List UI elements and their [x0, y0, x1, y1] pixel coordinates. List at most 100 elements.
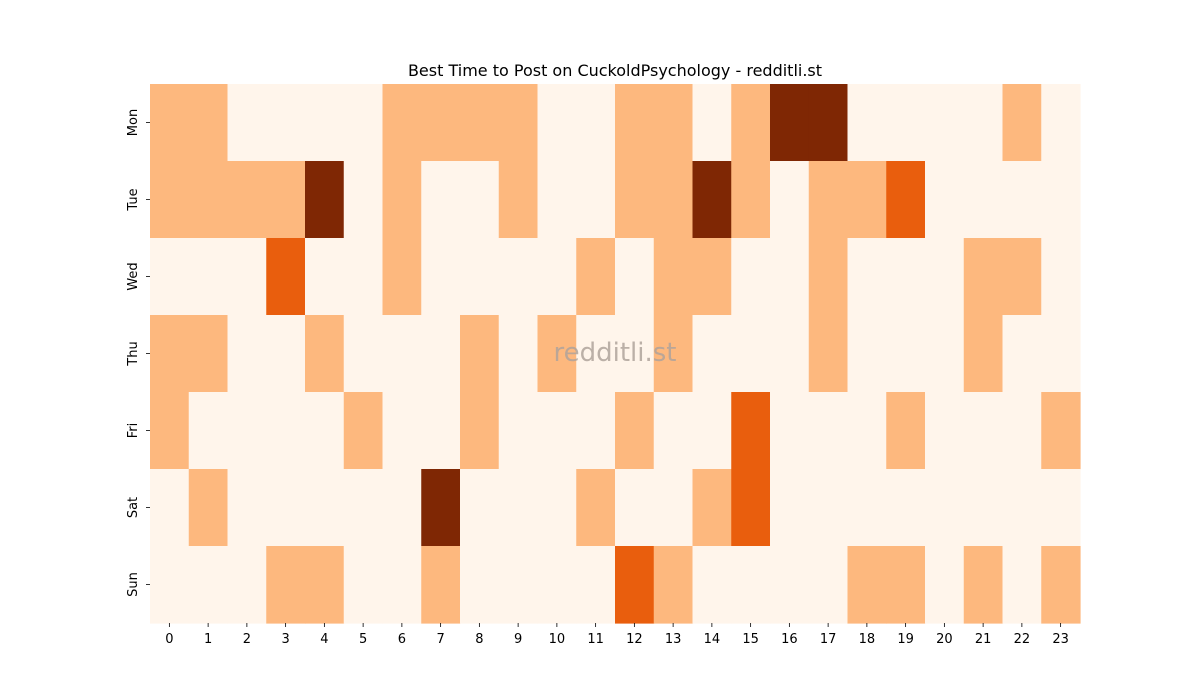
heatmap-cell-sat-9 — [498, 469, 539, 547]
heatmap-cell-thu-1 — [188, 315, 229, 393]
heatmap-cell-sun-11 — [576, 546, 616, 624]
heatmap-cell-thu-15 — [731, 315, 771, 393]
heatmap-cell-sat-19 — [886, 469, 926, 547]
heatmap-cell-sat-20 — [925, 469, 965, 547]
y-tick-label: Wed — [126, 262, 141, 290]
heatmap-cell-fri-5 — [343, 392, 384, 470]
heatmap-cell-tue-5 — [343, 161, 384, 239]
x-tick-label: 12 — [626, 632, 643, 647]
heatmap-cell-thu-6 — [382, 315, 422, 393]
heatmap-cell-mon-13 — [653, 84, 694, 162]
y-tick-label: Sat — [126, 497, 141, 518]
heatmap-cell-mon-9 — [498, 84, 539, 162]
heatmap-cell-sat-7 — [421, 469, 461, 547]
heatmap-cell-sun-16 — [770, 546, 810, 624]
heatmap-cell-sat-1 — [188, 469, 229, 547]
heatmap-cell-mon-11 — [576, 84, 616, 162]
x-tick-label: 10 — [549, 632, 566, 647]
heatmap-cell-sat-4 — [305, 469, 345, 547]
heatmap-cell-tue-4 — [305, 161, 345, 239]
heatmap-cell-sun-0 — [150, 546, 190, 624]
x-tick-label: 22 — [1014, 632, 1031, 647]
heatmap-cell-fri-4 — [305, 392, 345, 470]
heatmap-cell-fri-2 — [227, 392, 267, 470]
x-tick-label: 14 — [704, 632, 721, 647]
heatmap-cell-sat-15 — [731, 469, 771, 547]
heatmap-cell-thu-13 — [653, 315, 694, 393]
heatmap-cell-fri-9 — [498, 392, 539, 470]
heatmap-cell-wed-23 — [1041, 238, 1081, 316]
heatmap-cell-fri-12 — [615, 392, 655, 470]
heatmap-cell-fri-13 — [653, 392, 694, 470]
heatmap-cell-mon-17 — [808, 84, 849, 162]
heatmap-cell-sun-23 — [1041, 546, 1081, 624]
heatmap-cell-tue-9 — [498, 161, 539, 239]
heatmap-cell-sun-14 — [692, 546, 732, 624]
heatmap-cell-mon-4 — [305, 84, 345, 162]
heatmap-cell-sun-13 — [653, 546, 694, 624]
heatmap-cell-fri-21 — [963, 392, 1004, 470]
x-tick-label: 17 — [820, 632, 837, 647]
heatmap-cell-mon-2 — [227, 84, 267, 162]
heatmap-cell-wed-21 — [963, 238, 1004, 316]
heatmap-cell-mon-16 — [770, 84, 810, 162]
heatmap-cell-tue-15 — [731, 161, 771, 239]
y-axis: Mon Tue Wed Thu Fri Sat Sun — [126, 109, 150, 597]
heatmap-cell-mon-5 — [343, 84, 384, 162]
watermark-text: redditli.st — [554, 338, 677, 368]
heatmap-cell-mon-10 — [537, 84, 577, 162]
heatmap-cell-thu-2 — [227, 315, 267, 393]
heatmap-cell-thu-20 — [925, 315, 965, 393]
heatmap-cell-wed-1 — [188, 238, 229, 316]
x-tick-label: 16 — [781, 632, 798, 647]
heatmap-cell-tue-22 — [1002, 161, 1042, 239]
x-tick-label: 1 — [204, 632, 212, 647]
heatmap-cell-mon-23 — [1041, 84, 1081, 162]
x-tick-label: 19 — [897, 632, 914, 647]
heatmap-cell-fri-11 — [576, 392, 616, 470]
heatmap-cell-thu-17 — [808, 315, 849, 393]
heatmap-cell-thu-9 — [498, 315, 539, 393]
heatmap-cell-thu-3 — [266, 315, 306, 393]
heatmap-cell-wed-8 — [460, 238, 500, 316]
heatmap-cell-tue-20 — [925, 161, 965, 239]
heatmap-cell-sun-4 — [305, 546, 345, 624]
heatmap-cell-fri-14 — [692, 392, 732, 470]
heatmap-cell-tue-19 — [886, 161, 926, 239]
heatmap-cell-thu-23 — [1041, 315, 1081, 393]
heatmap-cell-sat-22 — [1002, 469, 1042, 547]
heatmap-cell-sun-2 — [227, 546, 267, 624]
heatmap-cell-tue-1 — [188, 161, 229, 239]
heatmap-cell-tue-21 — [963, 161, 1004, 239]
heatmap-cell-wed-9 — [498, 238, 539, 316]
heatmap-cell-tue-13 — [653, 161, 694, 239]
heatmap-cell-sat-8 — [460, 469, 500, 547]
heatmap-cell-wed-20 — [925, 238, 965, 316]
heatmap-cell-fri-23 — [1041, 392, 1081, 470]
heatmap-cell-tue-17 — [808, 161, 849, 239]
heatmap-cell-sun-18 — [847, 546, 887, 624]
x-tick-label: 23 — [1052, 632, 1069, 647]
x-tick-label: 18 — [859, 632, 876, 647]
heatmap-cell-mon-8 — [460, 84, 500, 162]
x-tick-label: 21 — [975, 632, 992, 647]
heatmap-cell-wed-14 — [692, 238, 732, 316]
heatmap-cell-sun-10 — [537, 546, 577, 624]
y-tick-label: Sun — [126, 572, 141, 597]
heatmap-cell-mon-20 — [925, 84, 965, 162]
heatmap-cell-mon-0 — [150, 84, 190, 162]
heatmap-cell-wed-3 — [266, 238, 306, 316]
heatmap-cell-sat-10 — [537, 469, 577, 547]
heatmap-cell-fri-17 — [808, 392, 849, 470]
heatmap-cell-tue-11 — [576, 161, 616, 239]
heatmap-cell-wed-18 — [847, 238, 887, 316]
heatmap-cell-mon-12 — [615, 84, 655, 162]
heatmap-cell-tue-14 — [692, 161, 732, 239]
heatmap-cell-sun-3 — [266, 546, 306, 624]
heatmap-cell-sun-22 — [1002, 546, 1042, 624]
heatmap-cell-thu-0 — [150, 315, 190, 393]
heatmap-cell-thu-12 — [615, 315, 655, 393]
heatmap-cell-tue-8 — [460, 161, 500, 239]
heatmap-cell-thu-18 — [847, 315, 887, 393]
heatmap-cell-sun-19 — [886, 546, 926, 624]
